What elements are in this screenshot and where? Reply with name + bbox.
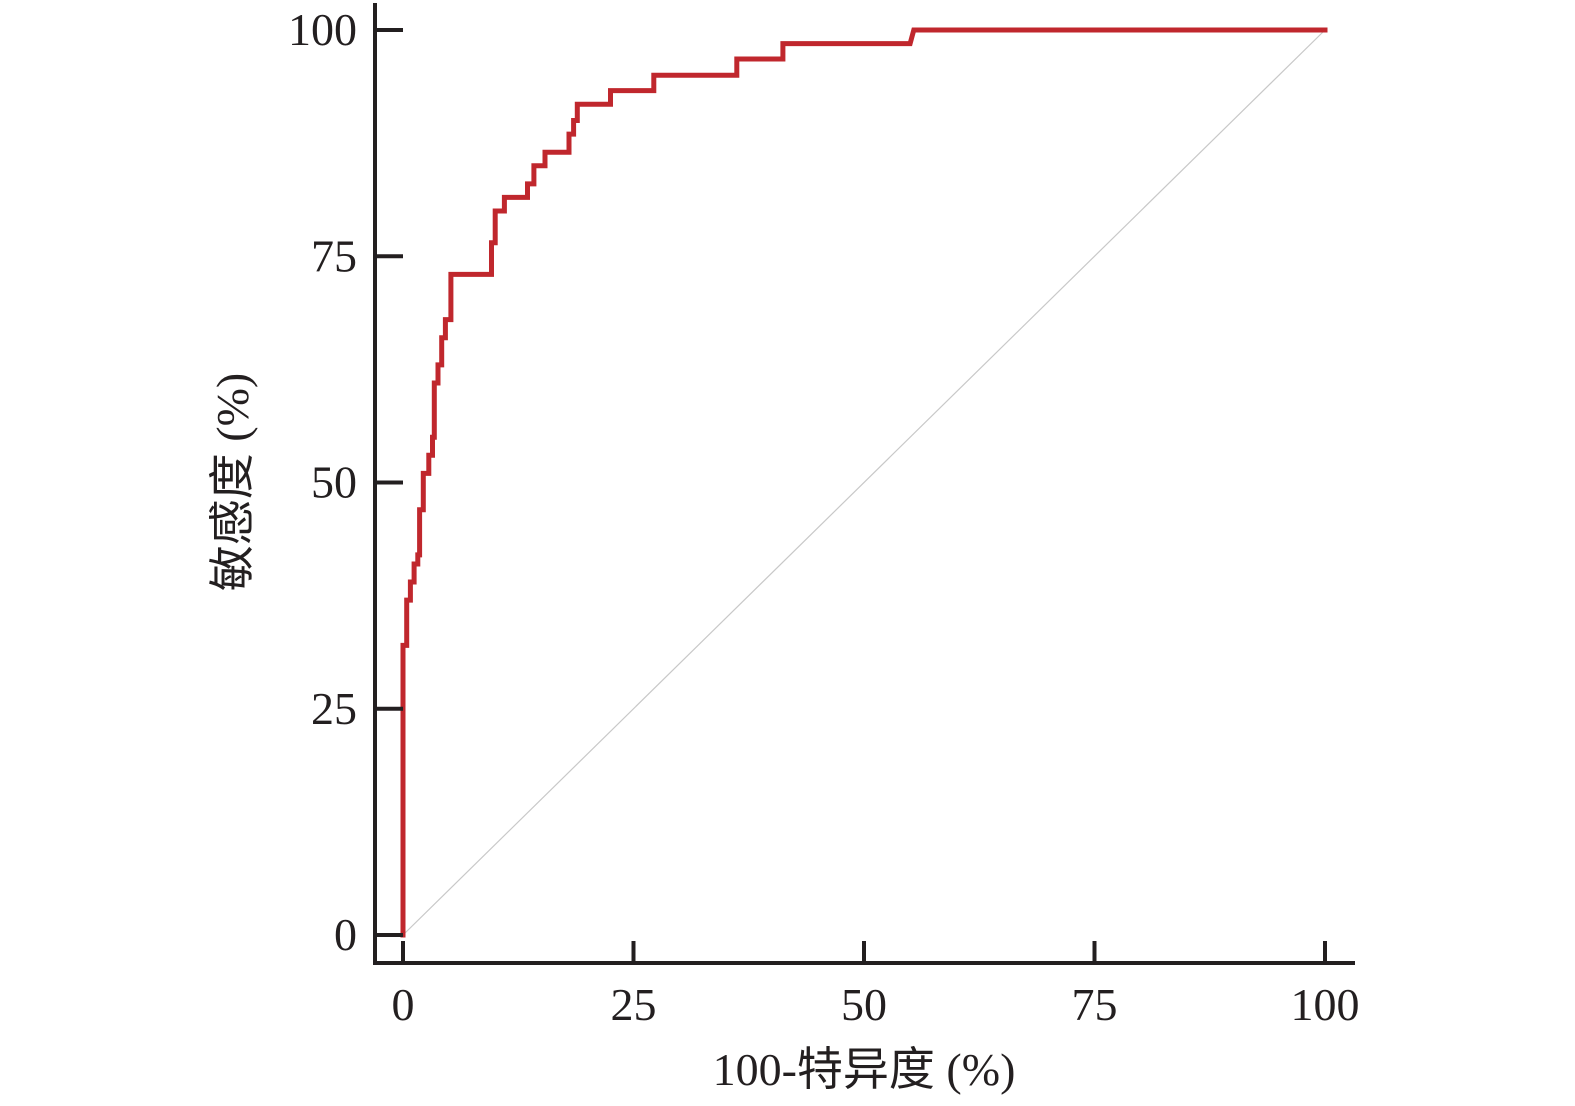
reference-line-layer	[402, 29, 1326, 936]
ticks-layer: 0 25 50 75 100 0 25 50 75 100	[288, 4, 1360, 1030]
y-tick-label: 0	[334, 909, 357, 960]
reference-diagonal-line	[402, 29, 1326, 936]
y-axis-title: 敏感度 (%)	[207, 373, 258, 591]
x-axis-title: 100-特异度 (%)	[713, 1044, 1016, 1095]
x-tick-label: 0	[392, 979, 415, 1030]
y-tick-label: 50	[311, 457, 357, 508]
x-tick-label: 50	[841, 979, 887, 1030]
y-tick-label: 75	[311, 230, 357, 281]
roc-curve-line	[400, 27, 1328, 938]
x-tick-label: 25	[611, 979, 657, 1030]
y-tick-label: 25	[311, 683, 357, 734]
y-tick-label: 100	[288, 4, 357, 55]
x-tick-label: 100	[1291, 979, 1360, 1030]
roc-curve-layer	[400, 27, 1328, 938]
x-tick-label: 75	[1072, 979, 1118, 1030]
